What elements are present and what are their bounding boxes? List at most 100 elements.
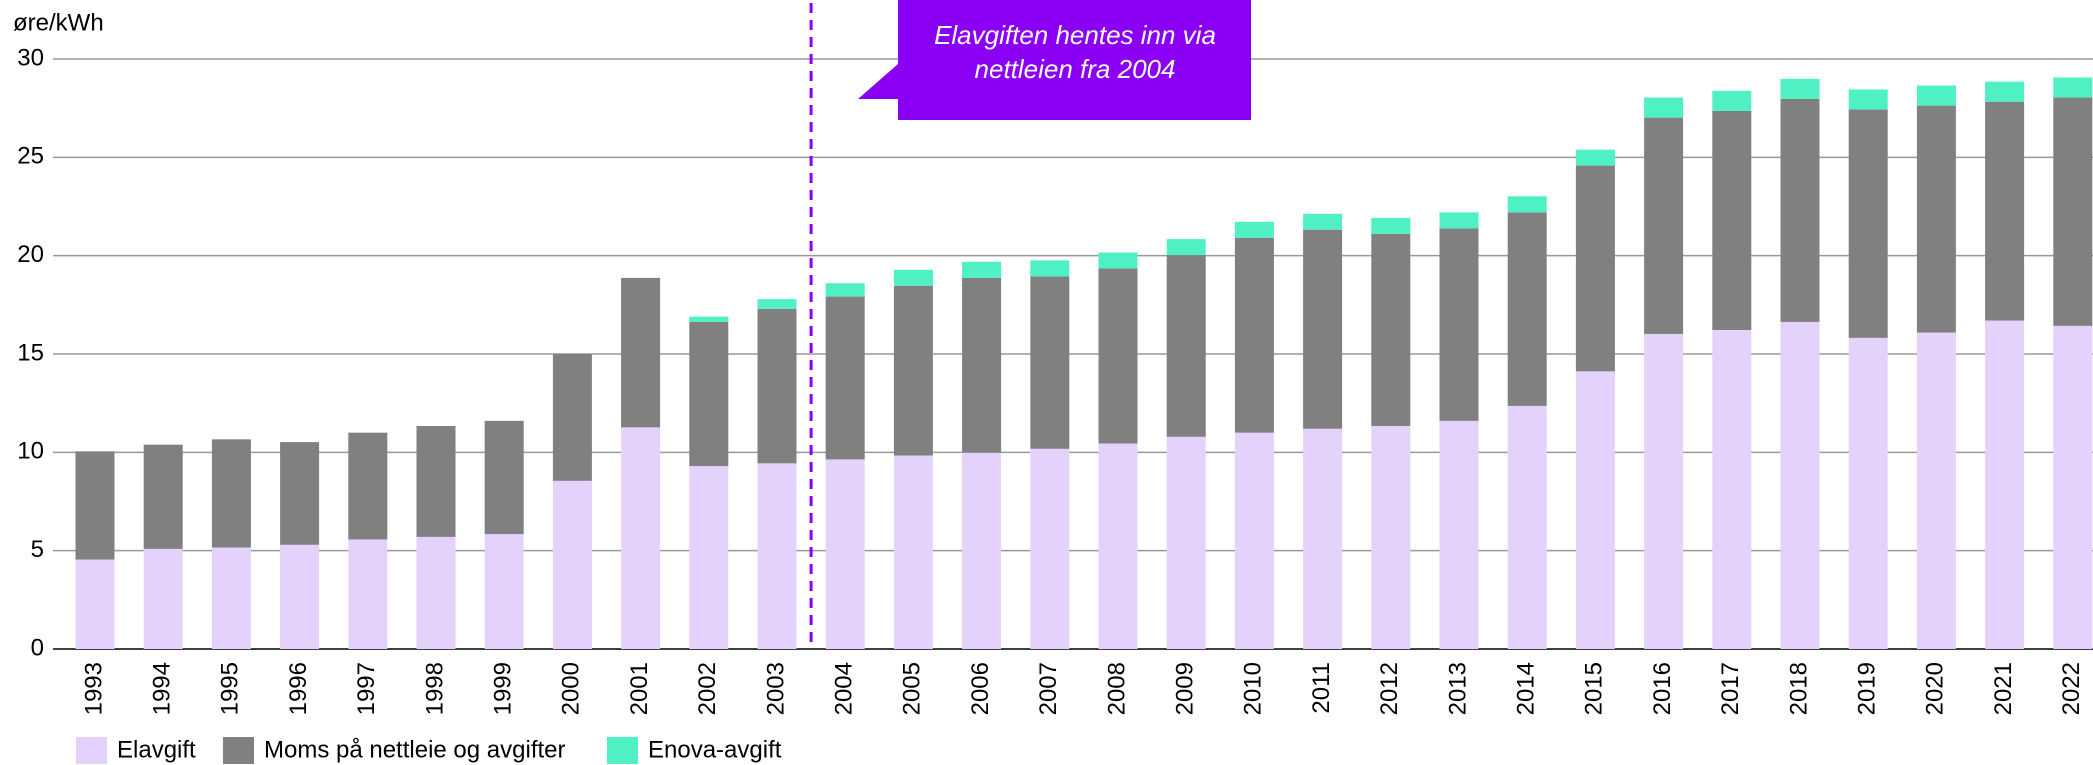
bar-segment <box>825 283 865 297</box>
bar-segment <box>1507 212 1547 406</box>
bar-segment <box>621 427 661 649</box>
annotation-text: Elavgiften hentes inn via <box>934 20 1216 50</box>
bar-segment <box>143 548 183 649</box>
bar-segment <box>893 285 933 456</box>
bar-segment <box>1098 252 1138 269</box>
y-tick-label: 25 <box>17 143 44 170</box>
x-tick-label: 2007 <box>1035 662 1062 715</box>
bar-segment <box>1303 229 1343 429</box>
bar-segment <box>757 308 797 464</box>
bar-segment <box>689 316 729 322</box>
bar-segment <box>1985 320 2025 649</box>
bar-segment <box>1234 221 1274 238</box>
legend-label: Enova-avgift <box>648 736 782 763</box>
bar-segment <box>1098 443 1138 649</box>
bar-segment <box>552 480 592 649</box>
bar-segment <box>348 432 388 540</box>
x-tick-label: 1993 <box>80 662 107 715</box>
x-tick-label: 1997 <box>353 662 380 715</box>
bar-segment <box>280 442 320 545</box>
bar-segment <box>1234 432 1274 649</box>
bar-segment <box>1030 260 1070 277</box>
x-tick-label: 2003 <box>762 662 789 715</box>
bar-segment <box>484 420 524 535</box>
legend-swatch <box>607 737 638 764</box>
x-tick-label: 2013 <box>1444 662 1471 715</box>
bar-segment <box>1848 109 1888 338</box>
bar-segment <box>825 459 865 649</box>
x-tick-label: 1999 <box>490 662 517 715</box>
bar-segment <box>2053 97 2093 326</box>
bar-segment <box>1644 97 1684 118</box>
bar-segment <box>1098 268 1138 444</box>
bar-segment <box>1575 165 1615 372</box>
annotation-box <box>858 0 1251 120</box>
x-tick-label: 2004 <box>831 662 858 715</box>
bar-segment <box>1166 239 1206 256</box>
bar-segment <box>1712 330 1752 649</box>
bar-segment <box>1712 110 1752 331</box>
x-tick-label: 2008 <box>1103 662 1130 715</box>
bar-segment <box>416 536 456 649</box>
bar-segment <box>348 539 388 649</box>
y-tick-label: 10 <box>17 438 44 465</box>
x-tick-label: 2001 <box>626 662 653 715</box>
bar-segment <box>1780 78 1820 99</box>
bar-segment <box>1030 276 1070 449</box>
bar-segment <box>484 534 524 649</box>
y-tick-label: 30 <box>17 44 44 71</box>
bar-segment <box>1575 371 1615 649</box>
x-tick-label: 2000 <box>558 662 585 715</box>
bar-segment <box>1780 98 1820 322</box>
bar-segment <box>1439 212 1479 229</box>
bar-segment <box>211 439 251 548</box>
bar-segment <box>893 455 933 649</box>
x-tick-label: 2009 <box>1172 662 1199 715</box>
legend-swatch <box>76 737 107 764</box>
bar-segment <box>962 452 1002 649</box>
x-tick-label: 1998 <box>421 662 448 715</box>
bar-segment <box>1439 228 1479 421</box>
y-tick-label: 15 <box>17 339 44 366</box>
legend-label: Moms på nettleie og avgifter <box>264 736 566 763</box>
bar-segment <box>1848 337 1888 649</box>
bar-segment <box>1575 149 1615 166</box>
x-tick-label: 2021 <box>1990 662 2017 715</box>
x-tick-label: 2006 <box>967 662 994 715</box>
x-tick-label: 2018 <box>1785 662 1812 715</box>
bar-segment <box>1371 425 1411 649</box>
bar-segment <box>1916 332 1956 649</box>
bar-segment <box>143 444 183 549</box>
x-tick-label: 2017 <box>1717 662 1744 715</box>
x-tick-label: 1996 <box>285 662 312 715</box>
bar-segment <box>416 425 456 537</box>
bar-segment <box>757 463 797 649</box>
bar-segment <box>1303 428 1343 649</box>
bar-segment <box>1644 117 1684 334</box>
bar-segment <box>825 296 865 460</box>
bar-segment <box>962 277 1002 453</box>
bar-segment <box>1848 89 1888 110</box>
bar-segment <box>1166 436 1206 649</box>
x-tick-label: 2016 <box>1649 662 1676 715</box>
bar-segment <box>893 269 933 286</box>
x-tick-label: 2014 <box>1513 662 1540 715</box>
bar-segment <box>1371 233 1411 426</box>
x-tick-label: 2011 <box>1308 662 1335 714</box>
bar-segment <box>1030 448 1070 649</box>
bar-segment <box>621 277 661 428</box>
bar-segment <box>1439 420 1479 649</box>
bar-segment <box>1234 237 1274 433</box>
bar-segment <box>1916 105 1956 333</box>
x-tick-label: 2019 <box>1854 662 1881 715</box>
x-tick-label: 1995 <box>217 662 244 715</box>
x-tick-label: 2010 <box>1240 662 1267 715</box>
bar-segment <box>757 299 797 309</box>
annotation-text: nettleien fra 2004 <box>975 54 1176 84</box>
x-tick-label: 1994 <box>149 662 176 715</box>
bar-segment <box>1166 255 1206 437</box>
legend-label: Elavgift <box>117 736 196 763</box>
bar-segment <box>2053 77 2093 98</box>
y-tick-label: 0 <box>31 634 44 661</box>
